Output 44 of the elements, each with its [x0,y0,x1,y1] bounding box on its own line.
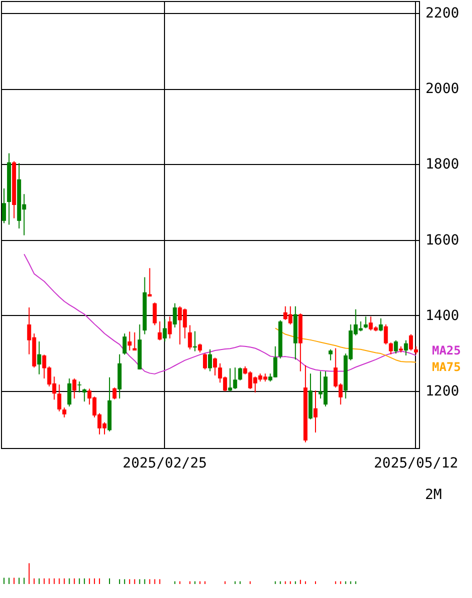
candlestick [37,340,42,375]
x-tick-label: 2025/05/12 [374,456,458,472]
candlestick [188,324,192,350]
x-tick-label: 2025/02/25 [122,456,207,472]
y-tick-label: 1600 [426,232,460,248]
candlestick [394,340,398,354]
candlestick [82,388,86,402]
series-label: MA25 [432,343,461,358]
line-series [274,328,416,363]
candlestick [388,342,393,355]
candlestick [408,334,413,352]
candlestick [57,384,62,412]
candlestick [168,316,172,339]
candlestick [128,331,132,352]
candlestick [112,387,117,400]
candlestick [364,316,368,329]
candlestick [378,318,383,332]
candlestick [213,357,218,376]
y-tick-label: 1400 [426,308,460,324]
candlestick [152,302,157,326]
candlestick [2,188,6,224]
y-tick-label: 1800 [426,156,460,173]
candlestick [172,302,177,328]
candlestick [122,333,127,356]
series-label: MA75 [432,360,461,374]
candlestick [162,318,167,342]
candlestick [67,378,72,407]
candlestick [238,367,242,381]
candlestick [132,332,137,352]
y-tick-label: 2000 [426,81,460,98]
candlestick [62,407,66,418]
candlestick [314,390,318,434]
candlestick [202,353,207,370]
candlestick [72,378,76,399]
candlestick [208,348,212,372]
candlestick [404,340,408,356]
y-tick-label: 2200 [426,6,460,22]
y-tick-label: 1200 [426,383,460,400]
candlestick [148,268,152,297]
candlestick [77,381,82,393]
candlestick [328,348,333,361]
candlestick [158,320,162,341]
candlestick [384,324,388,345]
text: 2M [425,487,442,503]
